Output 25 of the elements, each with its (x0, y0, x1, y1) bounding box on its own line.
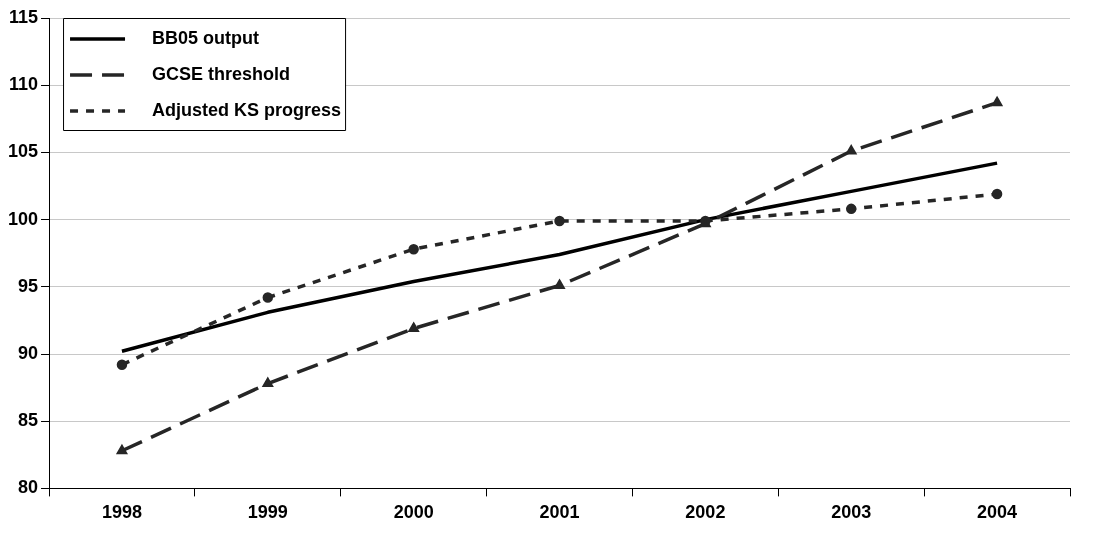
y-tick-label: 90 (18, 342, 39, 363)
y-tick-label: 105 (7, 141, 39, 162)
point (554, 215, 565, 227)
y-tick-label: 115 (8, 6, 39, 27)
point (116, 359, 128, 370)
x-tick-label: 2000 (393, 502, 434, 523)
y-tick-label: 110 (8, 74, 39, 95)
x-tick-label: 2001 (539, 502, 580, 523)
legend-label: BB05 output (152, 27, 260, 48)
y-tick-label: 80 (18, 477, 39, 498)
point (408, 243, 419, 255)
point (262, 292, 274, 303)
y-tick-label: 100 (7, 208, 39, 229)
x-tick-label: 1999 (247, 502, 288, 523)
legend-label: GCSE threshold (152, 63, 291, 84)
y-tick-label: 85 (18, 410, 39, 431)
legend-label: Adjusted KS progress (152, 99, 342, 120)
point (845, 203, 857, 215)
x-tick-label: 2004 (977, 502, 1018, 523)
point (116, 443, 128, 455)
x-tick-label: 2003 (831, 502, 872, 523)
point (991, 188, 1003, 200)
y-tick-label: 95 (18, 275, 39, 296)
x-tick-label: 1998 (101, 502, 142, 523)
x-tick-label: 2002 (685, 502, 726, 523)
